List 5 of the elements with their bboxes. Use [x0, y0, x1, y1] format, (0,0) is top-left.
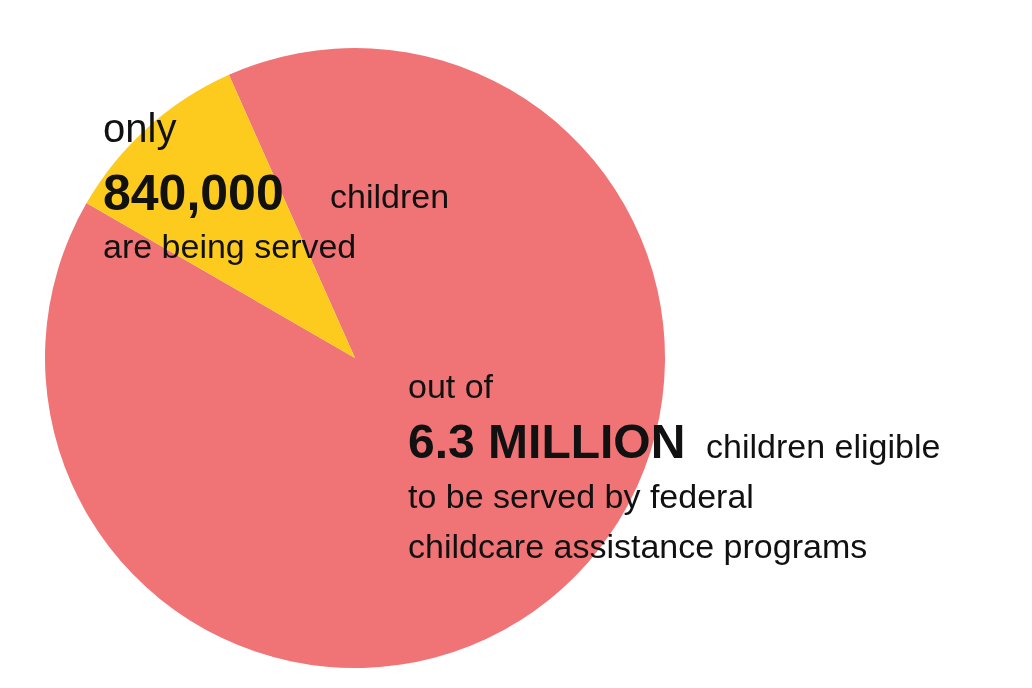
text: 840,000: [103, 165, 284, 221]
text: are being served: [103, 227, 357, 265]
text: children eligible: [706, 427, 941, 465]
text: out of: [408, 367, 494, 405]
text: children: [330, 177, 450, 215]
